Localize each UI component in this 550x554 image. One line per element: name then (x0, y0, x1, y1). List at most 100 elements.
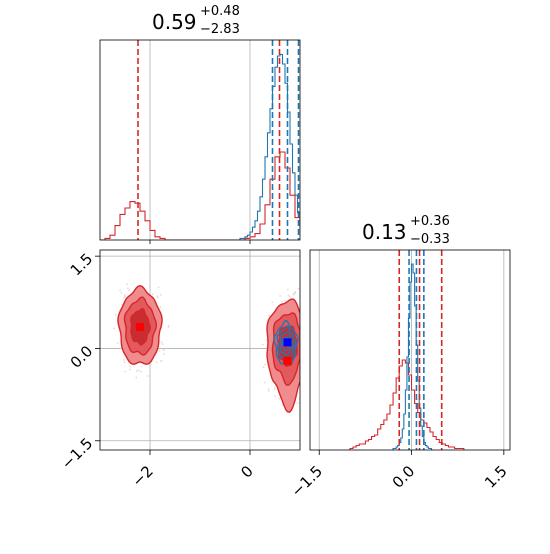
sample-point (120, 292, 123, 294)
sample-point (303, 295, 305, 297)
sample-point (267, 390, 270, 393)
sample-point (281, 300, 283, 303)
sample-point (274, 386, 276, 388)
sample-point (274, 395, 276, 397)
sample-point (305, 379, 307, 381)
sample-point (294, 292, 297, 294)
sample-point (124, 370, 127, 373)
sample-point (139, 370, 142, 373)
sample-point (158, 349, 161, 352)
sample-point (146, 375, 149, 377)
sample-point (159, 306, 162, 309)
panel-2d-density (99, 249, 318, 451)
right-panel-frame (309, 249, 511, 451)
sample-point (304, 324, 306, 326)
sample-point (305, 355, 307, 357)
sample-point (151, 293, 154, 296)
sample-point (279, 295, 281, 297)
sample-point (303, 324, 305, 326)
sample-point (127, 289, 130, 292)
sample-point (315, 337, 317, 339)
sample-point (296, 401, 299, 404)
sample-point (126, 287, 129, 290)
sample-point (126, 283, 129, 286)
sample-point (267, 388, 270, 391)
density-panel-frame (99, 249, 301, 451)
sample-point (116, 342, 119, 345)
sample-point (261, 343, 264, 346)
panel-title-param1: 0.59 +0.48 −2.83 (152, 4, 240, 37)
sample-point (135, 376, 138, 379)
sample-point (128, 368, 131, 371)
sample-point (122, 359, 125, 361)
panel-param1-histogram (99, 39, 301, 241)
y-tick-label: −1.5 (58, 434, 96, 472)
sample-point (160, 293, 162, 296)
panel-title-param2: 0.13 +0.36 −0.33 (362, 214, 450, 247)
title-upper-error: +0.48 (200, 4, 240, 19)
sample-point (135, 370, 138, 372)
red-marker (283, 356, 292, 365)
panel-param2-histogram (309, 249, 511, 451)
sample-point (311, 319, 313, 321)
sample-point (316, 350, 318, 352)
sample-point (263, 381, 266, 384)
sample-point (304, 304, 306, 306)
title-value: 0.13 (362, 220, 407, 244)
y-tick-label: 0.0 (67, 342, 97, 372)
sample-point (278, 397, 281, 400)
sample-point (315, 347, 317, 349)
sample-point (292, 292, 295, 295)
x-tick-label: 0 (237, 462, 256, 481)
sample-point (284, 299, 287, 302)
x-tick-label: −2 (128, 462, 156, 490)
density-plot-area (112, 283, 318, 413)
density-contour (279, 331, 294, 356)
sample-point (305, 366, 307, 368)
x-tick-label: −1.5 (288, 462, 326, 500)
top-panel-frame (99, 39, 301, 241)
sample-point (129, 365, 132, 368)
sample-point (123, 294, 126, 296)
sample-point (163, 349, 166, 352)
sample-point (262, 366, 265, 369)
sample-point (307, 384, 309, 386)
sample-point (160, 360, 163, 362)
sample-point (137, 369, 140, 372)
sample-point (304, 377, 306, 379)
top-plot-area (100, 40, 300, 240)
title-value: 0.59 (152, 10, 197, 34)
red-mode-marker (136, 322, 144, 331)
red-histogram (100, 151, 300, 240)
sample-point (273, 388, 276, 391)
sample-point (120, 303, 123, 306)
title-lower-error: −0.33 (410, 232, 450, 247)
sample-point (312, 326, 314, 328)
sample-point (112, 327, 115, 330)
sample-point (123, 361, 126, 364)
sample-point (160, 341, 163, 344)
right-plot-area (349, 250, 465, 450)
sample-point (271, 301, 274, 304)
sample-point (163, 353, 166, 355)
title-upper-error: +0.36 (410, 214, 450, 229)
sample-point (306, 328, 308, 330)
sample-point (286, 288, 289, 291)
x-tick-label: 0.0 (389, 462, 419, 492)
sample-point (268, 314, 270, 317)
sample-point (302, 370, 304, 372)
sample-point (264, 363, 266, 366)
sample-point (119, 289, 122, 292)
sample-point (161, 343, 164, 346)
sample-point (119, 347, 122, 350)
sample-point (157, 286, 160, 289)
sample-point (162, 348, 165, 350)
sample-point (140, 365, 143, 368)
blue-histogram (239, 53, 300, 240)
sample-point (306, 335, 308, 337)
density-contour (281, 336, 291, 351)
sample-point (156, 296, 159, 299)
x-tick-label: 1.5 (481, 462, 511, 492)
sample-point (297, 287, 300, 290)
